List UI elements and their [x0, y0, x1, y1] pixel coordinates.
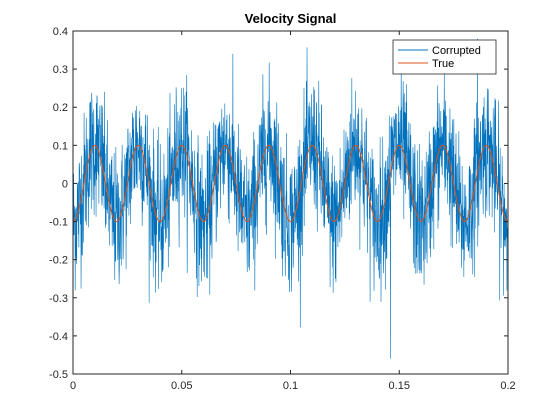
x-tick-label: 0.2: [500, 380, 515, 392]
x-axis: 0 0.05 0.1 0.15 0.2: [70, 31, 516, 392]
x-tick-label: 0.15: [389, 380, 410, 392]
y-tick-label: -0.2: [49, 255, 68, 267]
y-tick-label: -0.5: [49, 369, 68, 381]
y-tick-label: -0.3: [49, 293, 68, 305]
x-tick-label: 0.05: [171, 380, 192, 392]
y-tick-label: 0.1: [53, 140, 68, 152]
y-tick-label: 0.4: [53, 26, 68, 38]
y-axis: -0.5 -0.4 -0.3 -0.2 -0.1 0 0.1 0.2 0.3 0.4: [49, 26, 508, 381]
y-tick-label: -0.1: [49, 217, 68, 229]
legend-box: [392, 39, 497, 75]
y-tick-label: 0.3: [53, 64, 68, 76]
legend-label-true: True: [432, 58, 454, 70]
y-tick-label: 0: [62, 178, 68, 190]
x-tick-label: 0: [70, 380, 76, 392]
y-tick-label: -0.4: [49, 331, 68, 343]
legend-label-corrupted: Corrupted: [432, 45, 481, 57]
legend[interactable]: Corrupted True: [392, 39, 497, 75]
x-tick-label: 0.1: [283, 380, 298, 392]
data-layer: [73, 38, 508, 359]
series-true-line: [73, 144, 508, 223]
y-tick-label: 0.2: [53, 102, 68, 114]
chart-title: Velocity Signal: [245, 11, 337, 26]
